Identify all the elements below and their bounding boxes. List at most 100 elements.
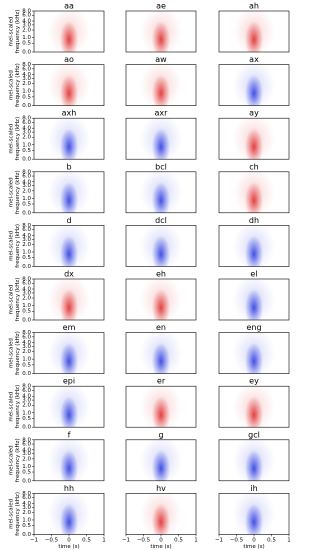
y-tick-label: 2.0 <box>22 81 31 87</box>
y-tick-label: 6.0 <box>22 120 31 126</box>
y-tick-label: 6.0 <box>22 281 31 287</box>
panel-frame <box>33 10 105 53</box>
y-axis-label: mel-scaled <box>9 70 15 100</box>
panel-frame <box>125 439 197 482</box>
y-tick-label: 0.0 <box>22 425 31 431</box>
panel-frame <box>218 10 290 53</box>
y-tick-label: 4.0 <box>22 126 31 132</box>
heatmap-haze <box>140 493 182 535</box>
x-tick-label: −0.5 <box>45 537 59 543</box>
y-axis-label: frequency (kHz) <box>15 117 21 161</box>
heatmap-haze <box>140 386 182 428</box>
y-tick-label: 6.0 <box>22 334 31 340</box>
y-tick-label: 2.0 <box>22 135 31 141</box>
y-tick-label: 1.0 <box>22 464 31 470</box>
panel-title: ay <box>249 109 259 118</box>
panel-frame <box>218 278 290 321</box>
x-axis-label: time (s) <box>243 544 264 550</box>
y-tick-label: 3.0 <box>22 237 31 243</box>
heatmap-haze <box>140 439 182 481</box>
y-axis-label: frequency (kHz) <box>15 438 21 482</box>
y-tick-label: 0.0 <box>22 532 31 538</box>
y-tick-label: 8.0 <box>22 491 31 497</box>
heatmap-haze <box>140 225 182 267</box>
x-tick-label: −1 <box>215 537 223 543</box>
y-axis-label: frequency (kHz) <box>15 224 21 268</box>
y-tick-label: 1.0 <box>22 89 31 95</box>
panel-title: g <box>158 430 163 439</box>
y-axis-label: mel-scaled <box>9 445 15 475</box>
y-tick-label: 0.0 <box>22 264 31 270</box>
panel-title: ah <box>249 2 259 11</box>
panel-frame <box>33 385 105 428</box>
y-tick-label: 2.0 <box>22 510 31 516</box>
x-axis-label: time (s) <box>58 544 79 550</box>
y-tick-label: 2.0 <box>22 456 31 462</box>
heatmap-haze <box>233 279 275 320</box>
panel-title: ae <box>156 2 166 11</box>
y-tick-label: 8.0 <box>22 277 31 283</box>
y-axis-label: mel-scaled <box>9 124 15 154</box>
y-tick-label: 2.0 <box>22 403 31 409</box>
heatmap-haze <box>233 386 275 428</box>
panel-title: eng <box>246 323 261 332</box>
x-tick-label: 0 <box>252 537 256 543</box>
heatmap-haze <box>48 118 90 160</box>
y-tick-label: 1.0 <box>22 410 31 416</box>
panel-frame <box>125 10 197 53</box>
y-tick-label: 6.0 <box>22 227 31 233</box>
y-tick-label: 1.0 <box>22 196 31 202</box>
y-axis-label: frequency (kHz) <box>15 170 21 214</box>
panel-title: dcl <box>155 216 167 225</box>
y-tick-label: 3.0 <box>22 290 31 296</box>
y-tick-label: 0.5 <box>22 416 31 422</box>
heatmap-haze <box>140 332 182 374</box>
y-tick-label: 1.0 <box>22 517 31 523</box>
y-tick-label: 8.0 <box>22 223 31 229</box>
heatmap-haze <box>233 64 275 106</box>
y-axis-label: mel-scaled <box>9 392 15 422</box>
y-tick-label: 4.0 <box>22 501 31 507</box>
panel-title: bcl <box>155 162 167 171</box>
heatmap-haze <box>48 171 90 213</box>
heatmap-haze <box>48 279 90 320</box>
y-tick-label: 0.0 <box>22 371 31 377</box>
y-tick-label: 8.0 <box>22 62 31 68</box>
y-tick-label: 3.0 <box>22 22 31 28</box>
panel-title: eh <box>156 270 166 279</box>
x-tick-label: −0.5 <box>137 537 151 543</box>
heatmap-haze <box>233 493 275 535</box>
panel-title: axr <box>155 109 169 118</box>
panel-frame <box>33 439 105 482</box>
y-axis-label: frequency (kHz) <box>15 492 21 536</box>
heatmap-haze <box>140 64 182 106</box>
y-tick-label: 3.0 <box>22 183 31 189</box>
x-tick-label: 0 <box>67 537 71 543</box>
y-tick-label: 0.5 <box>22 255 31 261</box>
heatmap-haze <box>48 439 90 481</box>
heatmap-haze <box>140 171 182 213</box>
x-tick-label: −1 <box>122 537 130 543</box>
heatmap-haze <box>140 279 182 320</box>
panel-title: dx <box>64 270 74 279</box>
y-tick-label: 0.5 <box>22 309 31 315</box>
y-tick-label: 0.5 <box>22 362 31 368</box>
y-tick-label: 0.0 <box>22 103 31 109</box>
y-tick-label: 6.0 <box>22 388 31 394</box>
heatmap-haze <box>233 118 275 160</box>
panel-title: ih <box>250 484 257 493</box>
heatmap-haze <box>233 171 275 213</box>
y-tick-label: 4.0 <box>22 179 31 185</box>
y-axis-label: mel-scaled <box>9 231 15 261</box>
y-tick-label: 0.0 <box>22 210 31 216</box>
panel-frame <box>218 385 290 428</box>
y-tick-label: 0.5 <box>22 94 31 100</box>
y-tick-label: 8.0 <box>22 116 31 122</box>
y-axis-label: mel-scaled <box>9 177 15 207</box>
y-tick-label: 8.0 <box>22 169 31 175</box>
y-axis-label: mel-scaled <box>9 17 15 47</box>
panel-frame <box>125 385 197 428</box>
panel-title: epi <box>63 377 75 386</box>
panel-title: hv <box>156 484 166 493</box>
y-tick-label: 4.0 <box>22 340 31 346</box>
